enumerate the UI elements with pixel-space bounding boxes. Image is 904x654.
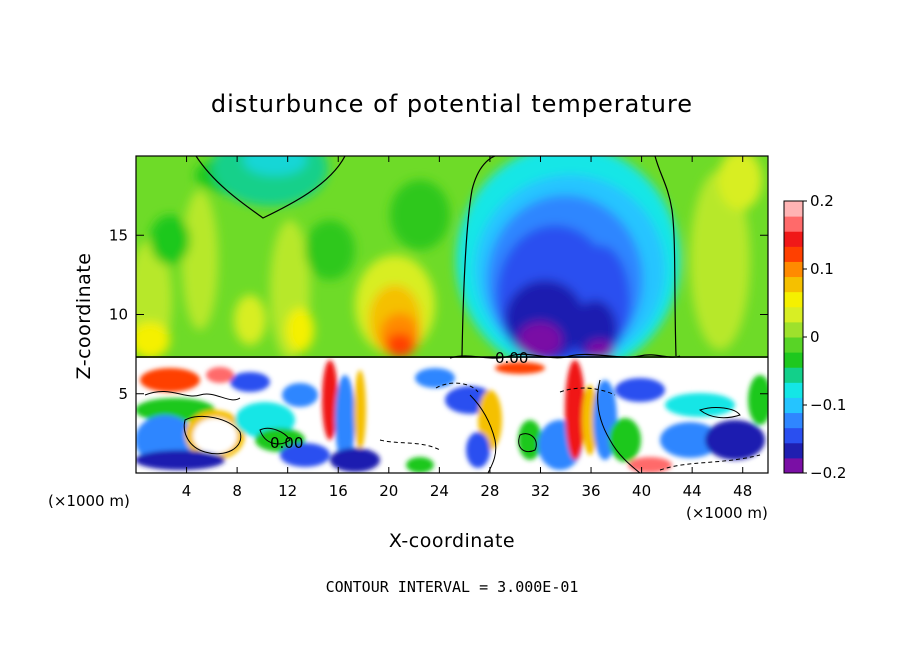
heatmap-area: 0.00 0.00 <box>136 156 768 473</box>
y-axis: 5 10 15 <box>109 226 768 403</box>
x-tick-label: 16 <box>329 482 348 500</box>
x-tick-label: 12 <box>278 482 297 500</box>
colorbar-swatch <box>784 352 803 368</box>
x-tick-label: 44 <box>683 482 702 500</box>
interface-wiggle <box>449 353 681 359</box>
contour-label-lower: 0.00 <box>270 434 303 452</box>
colorbar-swatch <box>784 291 803 308</box>
colorbar-swatch <box>784 427 803 444</box>
colorbar-swatch <box>784 337 803 353</box>
y-tick-label: 10 <box>109 306 128 324</box>
x-tick-label: 8 <box>232 482 242 500</box>
colorbar: 0.2 0.1 0 −0.1 −0.2 <box>783 192 846 482</box>
colorbar-tick-label: −0.2 <box>810 464 846 482</box>
colorbar-tick-label: 0 <box>810 328 820 346</box>
lower-contours <box>144 379 761 473</box>
x-unit-label-right: (×1000 m) <box>686 504 768 522</box>
x-tick-label: 20 <box>379 482 398 500</box>
colorbar-swatch <box>784 201 803 217</box>
colorbar-swatch <box>784 306 803 323</box>
contour-cold-dome <box>461 156 677 357</box>
x-axis: 4 8 12 16 20 24 28 32 36 40 44 48 <box>182 156 752 500</box>
x-tick-label: 24 <box>430 482 449 500</box>
colorbar-tick-label: −0.1 <box>810 396 846 414</box>
upper-features <box>136 156 762 375</box>
x-tick-label: 40 <box>632 482 651 500</box>
y-tick-label: 15 <box>109 226 128 244</box>
colorbar-swatch <box>784 367 803 383</box>
colorbar-swatch <box>784 231 803 247</box>
x-tick-label: 36 <box>581 482 600 500</box>
y-tick-label: 5 <box>118 385 128 403</box>
contour-interval-note: CONTOUR INTERVAL = 3.000E-01 <box>326 578 579 596</box>
lower-features <box>136 360 768 473</box>
chart-title: disturbunce of potential temperature <box>211 90 693 118</box>
colorbar-swatch <box>784 412 803 429</box>
colorbar-tick-label: 0.2 <box>810 192 834 210</box>
x-tick-label: 4 <box>182 482 192 500</box>
x-tick-label: 28 <box>480 482 499 500</box>
contour-upper-left <box>195 156 346 219</box>
colorbar-swatch <box>784 276 803 293</box>
x-tick-label: 48 <box>733 482 752 500</box>
colorbar-swatch <box>784 442 803 459</box>
x-axis-label: X-coordinate <box>389 530 515 552</box>
contour-label-interface: 0.00 <box>495 349 528 367</box>
colorbar-swatch <box>784 216 803 232</box>
colorbar-swatch <box>784 321 803 338</box>
x-unit-label-left: (×1000 m) <box>48 492 130 510</box>
colorbar-swatch <box>784 261 803 278</box>
colorbar-swatch <box>784 246 803 262</box>
colorbar-swatch <box>784 457 803 474</box>
colorbar-tick-label: 0.1 <box>810 260 834 278</box>
y-axis-label: Z-coordinate <box>73 253 95 380</box>
colorbar-swatch <box>784 397 803 414</box>
x-tick-label: 32 <box>531 482 550 500</box>
colorbar-swatch <box>784 382 803 398</box>
